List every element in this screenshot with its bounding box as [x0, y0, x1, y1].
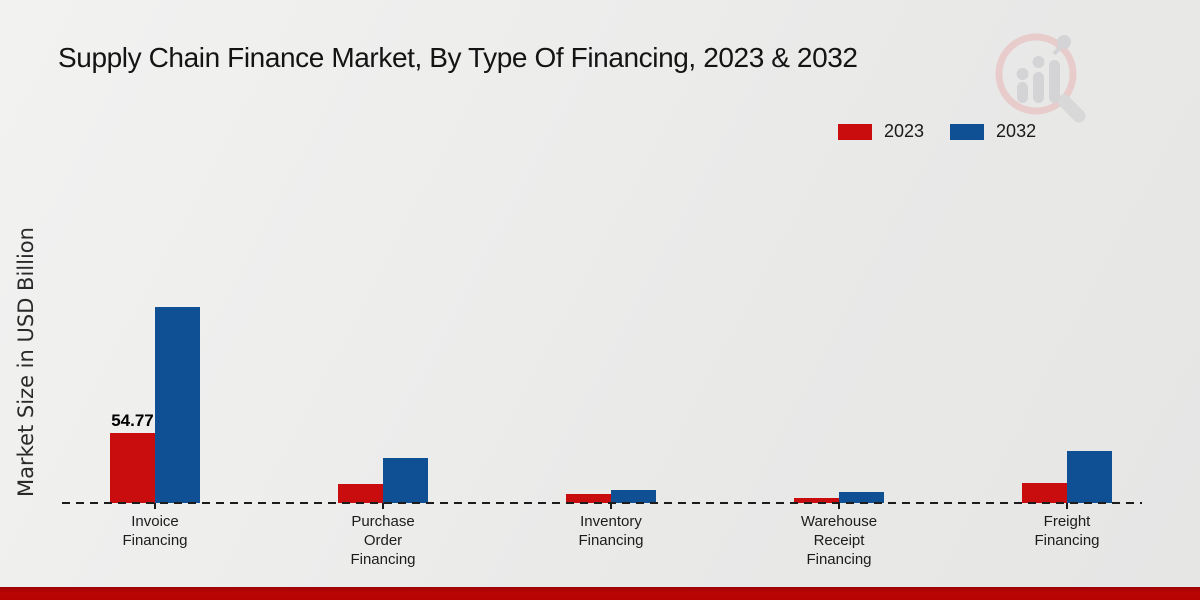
x-axis-tick [838, 503, 840, 509]
legend-label-2023: 2023 [884, 121, 925, 141]
x-axis-tick [382, 503, 384, 509]
category-label-freight-financing: Freight Financing [1034, 513, 1100, 549]
bar-2023-freight-financing [1022, 483, 1067, 503]
bar-2032-purchase-order-financing [383, 458, 428, 503]
x-axis-baseline [62, 502, 1142, 504]
x-axis-tick [154, 503, 156, 509]
category-label-invoice-financing: Invoice Financing [122, 513, 188, 549]
bar-2023-invoice-financing [110, 433, 155, 503]
legend-item-2023: 2023 [838, 121, 924, 142]
category-label-purchase-order-financing: Purchase Order Financing [350, 513, 416, 568]
x-axis-tick [610, 503, 612, 509]
bar-value-label: 54.77 [111, 411, 154, 430]
bar-2023-warehouse-receipt-financing [794, 498, 839, 503]
legend-swatch-2023 [838, 123, 872, 140]
bar-2032-warehouse-receipt-financing [839, 492, 884, 503]
legend-item-2032: 2032 [950, 121, 1036, 142]
magnifier-bar-chart-logo-watermark [995, 33, 1086, 123]
chart-title: Supply Chain Finance Market, By Type Of … [58, 42, 858, 73]
category-label-warehouse-receipt-financing: Warehouse Receipt Financing [800, 513, 878, 568]
bar-2032-invoice-financing [155, 307, 200, 503]
legend-label-2032: 2032 [996, 121, 1037, 141]
bar-2032-inventory-financing [611, 490, 656, 503]
footer-accent-bar [0, 587, 1200, 600]
x-axis-tick [1066, 503, 1068, 509]
bar-2023-purchase-order-financing [338, 484, 383, 503]
category-label-inventory-financing: Inventory Financing [578, 513, 644, 549]
bar-2023-inventory-financing [566, 494, 611, 503]
legend: 2023 2032 [838, 121, 1036, 142]
legend-swatch-2032 [950, 123, 985, 140]
bar-2032-freight-financing [1067, 451, 1112, 503]
